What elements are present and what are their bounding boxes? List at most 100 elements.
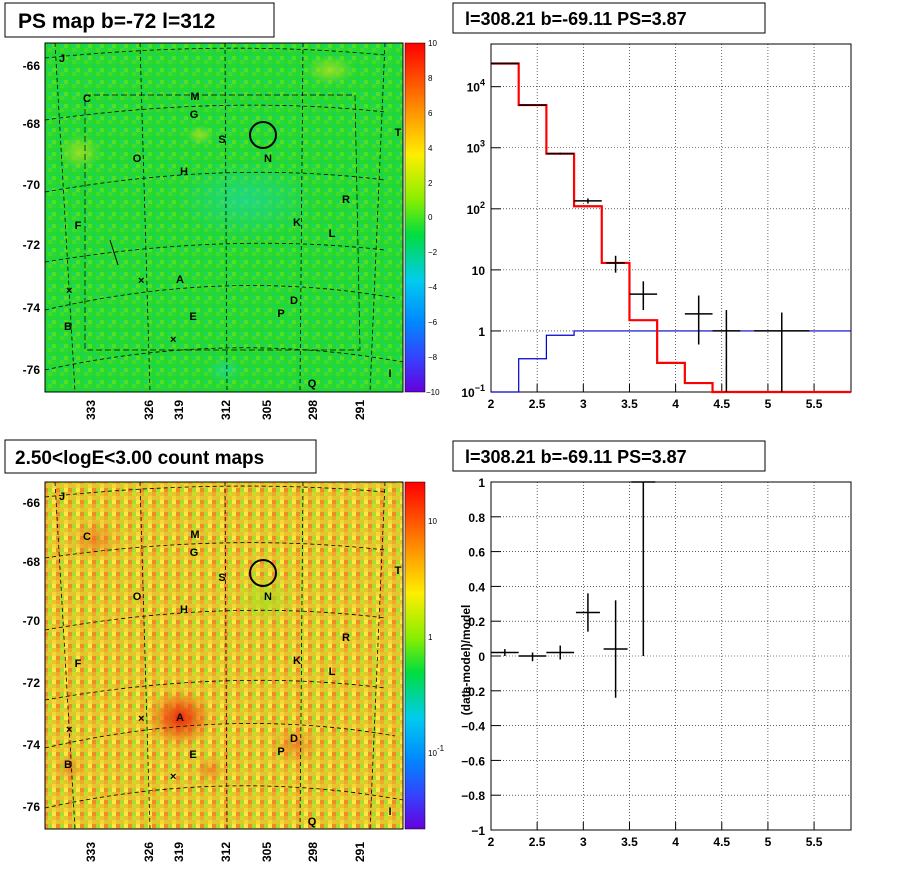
svg-text:×: ×: [138, 275, 144, 287]
count-map-panel: 2.50<logE<3.00 count maps: [4, 439, 445, 862]
ps-map-panel: PS map b=-72 l=312: [4, 2, 440, 420]
source-label: S: [218, 134, 225, 146]
x-tick-label: 5.5: [806, 397, 823, 411]
source-label: P: [277, 308, 284, 320]
spectrum-title-box: [452, 2, 766, 34]
count-map-x-ticks: 333 326 319 312 305 298 291: [84, 842, 367, 862]
count-map-y-ticks: -66 -68 -70 -72 -74 -76: [23, 496, 41, 814]
source-label: K: [293, 655, 301, 667]
source-label: D: [290, 295, 298, 307]
source-label: A: [176, 274, 184, 286]
y-tick-label: 1: [478, 476, 485, 490]
source-label: L: [329, 666, 336, 678]
x-tick: 291: [353, 400, 367, 420]
svg-text:0: 0: [428, 213, 433, 222]
y-tick: -76: [23, 800, 41, 814]
x-tick-label: 3.5: [621, 397, 638, 411]
y-tick: -68: [23, 117, 41, 131]
x-tick-label: 2: [488, 835, 495, 849]
x-tick-label: 5.5: [806, 835, 823, 849]
source-label: B: [64, 759, 72, 771]
source-label: H: [180, 166, 188, 178]
spectrum-title: l=308.21 b=-69.11 PS=3.87: [465, 9, 687, 29]
x-tick: 333: [84, 842, 98, 862]
x-tick: 326: [142, 842, 156, 862]
svg-text:4: 4: [428, 144, 433, 153]
y-tick-label: −0.6: [461, 754, 485, 768]
x-tick-label: 5: [765, 397, 772, 411]
source-label: T: [395, 565, 402, 577]
source-label: H: [180, 604, 188, 616]
count-map-colorbar-ticks: 10 1 10 -1: [428, 517, 445, 758]
count-map-title-box: [4, 439, 317, 474]
source-label: Q: [308, 378, 317, 390]
source-label: N: [264, 153, 272, 165]
residual-ylabel: (data-model)/model: [459, 605, 473, 716]
x-tick: 291: [353, 842, 367, 862]
residual-plot[interactable]: 2 2.5 3 3.5 4 4.5 5 5.5 1 0.8 0.6 0.4 0.2 0 −0.2 −0.4 −0…: [461, 476, 852, 849]
y-tick: -70: [23, 178, 41, 192]
x-tick-label: 4.5: [713, 397, 730, 411]
source-label: J: [59, 53, 65, 65]
source-label: T: [395, 127, 402, 139]
ps-map-title: PS map b=-72 l=312: [18, 10, 215, 33]
svg-text:6: 6: [428, 109, 433, 118]
svg-text:×: ×: [66, 724, 72, 736]
svg-text:−8: −8: [428, 353, 438, 362]
ps-map-colorbar-ticks: 10 8 6 4 2 0 −2 −4 −6 −8 −10: [426, 39, 440, 397]
y-tick: -70: [23, 614, 41, 628]
y-tick-label: 0.6: [468, 546, 485, 560]
y-tick: -74: [23, 301, 41, 315]
y-tick: -66: [23, 59, 41, 73]
residual-panel: l=308.21 b=-69.11 PS=3.87 (data-model)/m…: [452, 440, 852, 849]
y-tick-label: 0.8: [468, 511, 485, 525]
source-label: G: [190, 109, 199, 121]
source-label: I: [388, 806, 391, 818]
count-map-plot[interactable]: × × × J C MG S N T O H R F K L A D E P B I Q: [44, 481, 404, 830]
source-label: I: [388, 368, 391, 380]
y-tick: -68: [23, 555, 41, 569]
source-label: N: [264, 591, 272, 603]
y-tick-label: 10−1: [461, 383, 485, 400]
svg-text:−6: −6: [428, 318, 438, 327]
ps-map-y-ticks: -66 -68 -70 -72 -74 -76: [23, 59, 41, 377]
spectrum-frame: [490, 43, 852, 393]
source-label: Q: [308, 816, 317, 828]
source-label: M: [190, 529, 199, 541]
source-label: O: [133, 153, 142, 165]
x-tick: 312: [219, 400, 233, 420]
source-label: C: [83, 93, 91, 105]
source-label: F: [75, 658, 82, 670]
y-tick-label: −1: [471, 824, 485, 838]
x-tick-label: 4: [672, 397, 679, 411]
svg-text:8: 8: [428, 74, 433, 83]
source-label: E: [189, 311, 196, 323]
svg-text:10: 10: [428, 517, 437, 526]
svg-text:×: ×: [66, 285, 72, 297]
source-label: K: [293, 217, 301, 229]
source-label: P: [277, 746, 284, 758]
source-label: M: [190, 91, 199, 103]
source-label: E: [189, 749, 196, 761]
source-label: R: [342, 194, 350, 206]
ps-map-plot[interactable]: × × × J C MG S N T O H R F K L A D E P B I Q: [44, 42, 404, 393]
source-label: F: [75, 220, 82, 232]
source-label: O: [133, 591, 142, 603]
y-tick: -74: [23, 738, 41, 752]
count-map-title: 2.50<logE<3.00 count maps: [15, 448, 264, 469]
residual-title: l=308.21 b=-69.11 PS=3.87: [465, 447, 687, 467]
total-model-line: [491, 62, 851, 394]
x-tick: 298: [306, 400, 320, 420]
source-label: A: [176, 712, 184, 724]
x-tick: 333: [84, 400, 98, 420]
x-tick: 319: [172, 842, 186, 862]
svg-text:−2: −2: [428, 248, 438, 257]
x-tick-label: 2: [488, 397, 495, 411]
source-label: S: [218, 572, 225, 584]
x-tick-label: 4.5: [713, 835, 730, 849]
y-tick: -72: [23, 238, 41, 252]
source-label: R: [342, 632, 350, 644]
y-tick-label: 104: [467, 78, 485, 95]
